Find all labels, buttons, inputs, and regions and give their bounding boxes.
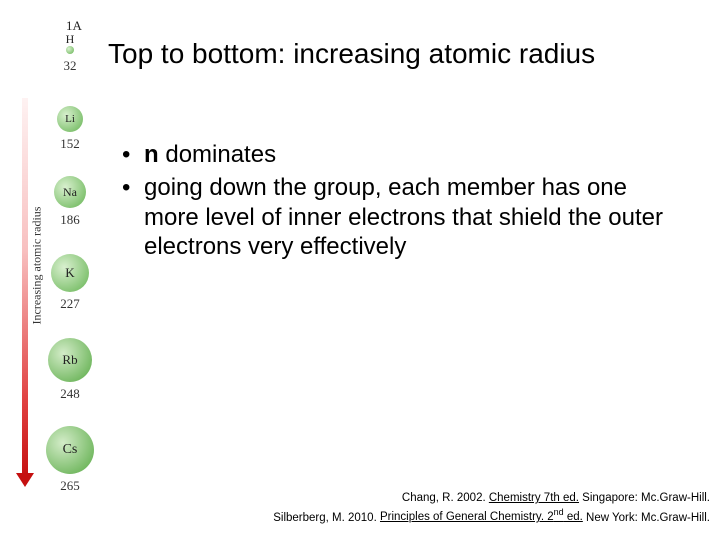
atom-na: Na: [54, 176, 86, 208]
radius-value-k: 227: [50, 296, 90, 312]
references: Chang, R. 2002. Chemistry 7th ed. Singap…: [110, 491, 710, 526]
reference-2: Silberberg, M. 2010. Principles of Gener…: [110, 507, 710, 526]
ref2-post: New York: Mc.Graw-Hill.: [583, 511, 710, 523]
bullet-2: going down the group, each member has on…: [120, 173, 680, 261]
atom-k: K: [51, 254, 89, 292]
gradient-arrow-track: [22, 98, 28, 478]
bullet-1-bold: n: [144, 141, 159, 168]
atom-cs: Cs: [46, 426, 94, 474]
atom-label-h: H: [66, 32, 75, 47]
ref1-title: Chemistry 7th ed.: [489, 492, 579, 504]
ref1-post: Singapore: Mc.Graw-Hill.: [579, 492, 710, 504]
atom-li: Li: [57, 106, 83, 132]
radius-value-h: 32: [50, 58, 90, 74]
ref2-title: Principles of General Chemistry. 2nd ed.: [380, 511, 583, 523]
ref2-pre: Silberberg, M. 2010.: [273, 511, 380, 523]
radius-value-li: 152: [50, 136, 90, 152]
atom-h: [66, 46, 74, 54]
arrow-down-icon: [16, 473, 34, 487]
slide-title: Top to bottom: increasing atomic radius: [108, 38, 595, 70]
bullet-1-rest: dominates: [159, 141, 276, 168]
axis-label: Increasing atomic radius: [29, 207, 44, 325]
radius-value-rb: 248: [50, 386, 90, 402]
radius-value-cs: 265: [50, 478, 90, 494]
radius-value-na: 186: [50, 212, 90, 228]
title-text: Top to bottom: increasing atomic radius: [108, 38, 595, 69]
ref1-pre: Chang, R. 2002.: [402, 492, 489, 504]
atom-rb: Rb: [48, 338, 92, 382]
reference-1: Chang, R. 2002. Chemistry 7th ed. Singap…: [110, 491, 710, 507]
bullet-list: n dominates going down the group, each m…: [120, 140, 680, 265]
atomic-radius-diagram: Increasing atomic radius 1A H32Li152Na18…: [6, 8, 96, 498]
bullet-1: n dominates: [120, 140, 680, 169]
